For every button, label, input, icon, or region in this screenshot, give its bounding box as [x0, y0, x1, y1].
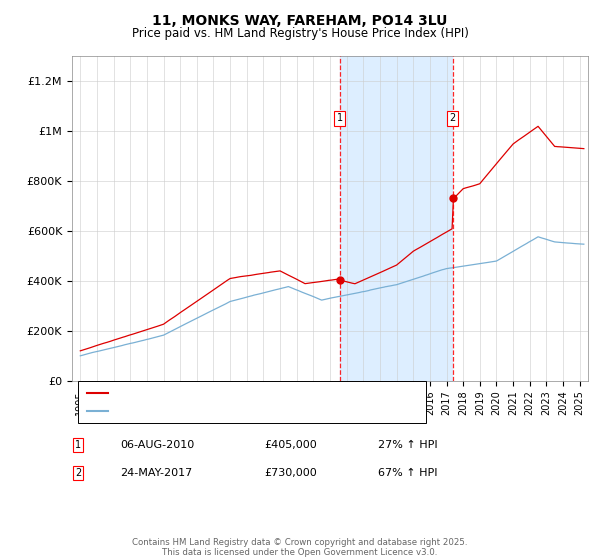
Text: 11, MONKS WAY, FAREHAM, PO14 3LU: 11, MONKS WAY, FAREHAM, PO14 3LU	[152, 14, 448, 28]
Text: 1: 1	[75, 440, 81, 450]
Text: £405,000: £405,000	[264, 440, 317, 450]
Text: £730,000: £730,000	[264, 468, 317, 478]
Text: Contains HM Land Registry data © Crown copyright and database right 2025.
This d: Contains HM Land Registry data © Crown c…	[132, 538, 468, 557]
Text: 2: 2	[449, 114, 456, 123]
Text: 24-MAY-2017: 24-MAY-2017	[120, 468, 192, 478]
Text: 11, MONKS WAY, FAREHAM, PO14 3LU (detached house): 11, MONKS WAY, FAREHAM, PO14 3LU (detach…	[111, 388, 391, 398]
Text: 67% ↑ HPI: 67% ↑ HPI	[378, 468, 437, 478]
Text: 27% ↑ HPI: 27% ↑ HPI	[378, 440, 437, 450]
Text: 06-AUG-2010: 06-AUG-2010	[120, 440, 194, 450]
Text: 1: 1	[337, 114, 343, 123]
Text: HPI: Average price, detached house, Fareham: HPI: Average price, detached house, Fare…	[111, 406, 338, 416]
Text: 2: 2	[75, 468, 81, 478]
Text: Price paid vs. HM Land Registry's House Price Index (HPI): Price paid vs. HM Land Registry's House …	[131, 27, 469, 40]
